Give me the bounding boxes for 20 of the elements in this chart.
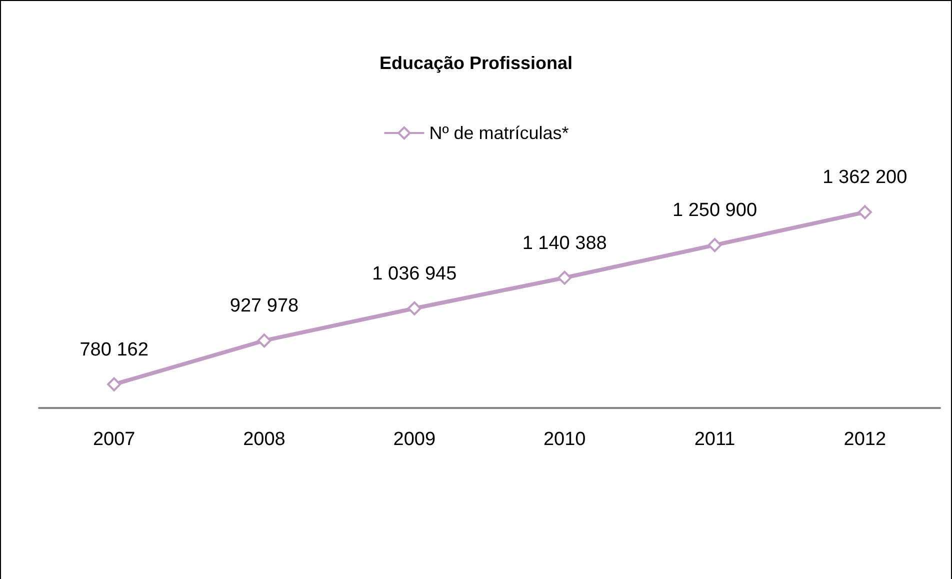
data-label: 1 036 945 bbox=[372, 263, 457, 284]
legend-label: Nº de matrículas* bbox=[429, 123, 569, 143]
point bbox=[407, 301, 422, 316]
point bbox=[107, 377, 122, 392]
x-tick-label: 2010 bbox=[543, 429, 586, 450]
point bbox=[858, 205, 872, 220]
point bbox=[708, 238, 722, 252]
x-tick-label: 2011 bbox=[694, 429, 736, 450]
x-tick-label: 2009 bbox=[393, 429, 436, 450]
x-tick-label: 2007 bbox=[92, 429, 136, 450]
point bbox=[257, 334, 272, 348]
chart-title: Educação Profissional bbox=[379, 53, 573, 73]
x-tick-label: 2008 bbox=[243, 429, 286, 450]
data-label: 1 140 388 bbox=[522, 232, 607, 254]
data-label: 1 250 900 bbox=[672, 200, 758, 222]
x-tick-label: 2012 bbox=[844, 429, 886, 450]
point bbox=[558, 270, 572, 285]
data-label: 1 362 200 bbox=[822, 167, 908, 188]
data-label: 927 978 bbox=[230, 296, 299, 317]
data-label: 780 162 bbox=[80, 339, 148, 360]
